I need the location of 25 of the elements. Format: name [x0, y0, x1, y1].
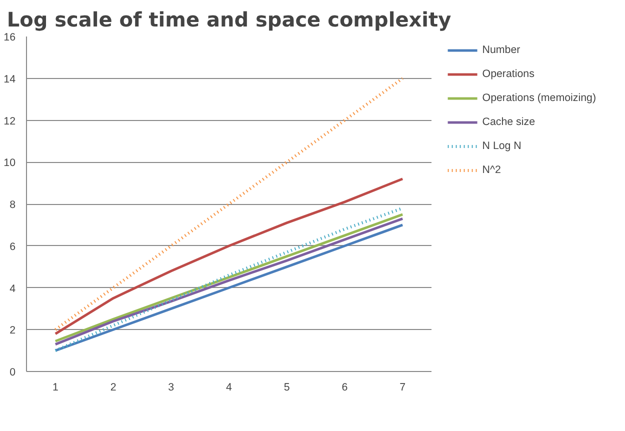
- line-series: [54, 76, 404, 332]
- y-tick-label: 8: [10, 199, 16, 211]
- x-tick-label: 7: [400, 382, 406, 394]
- chart-title: Log scale of time and space complexity: [6, 8, 452, 32]
- y-tick-label: 0: [10, 366, 16, 378]
- y-tick-label: 12: [4, 115, 16, 128]
- legend-label: Cache size: [482, 116, 535, 128]
- legend-label: N^2: [482, 164, 502, 176]
- x-tick-label: 6: [342, 382, 348, 394]
- legend-label: Operations (memoizing): [482, 92, 596, 104]
- legend-label: Operations: [482, 68, 534, 80]
- x-tick-label: 3: [168, 382, 174, 394]
- x-tick-label: 2: [110, 382, 116, 394]
- y-tick-label: 2: [10, 324, 16, 337]
- y-tick-label: 14: [4, 73, 16, 86]
- y-tick-label: 4: [10, 282, 16, 295]
- y-tick-label: 10: [4, 157, 16, 170]
- y-tick-label: 16: [4, 32, 16, 44]
- y-tick-label: 6: [10, 240, 16, 253]
- line-series: [54, 178, 404, 336]
- x-tick-label: 5: [284, 382, 290, 394]
- x-tick-label: 1: [52, 382, 58, 394]
- x-tick-label: 4: [226, 382, 232, 394]
- legend-label: Number: [482, 44, 520, 56]
- legend-label: N Log N: [482, 140, 522, 152]
